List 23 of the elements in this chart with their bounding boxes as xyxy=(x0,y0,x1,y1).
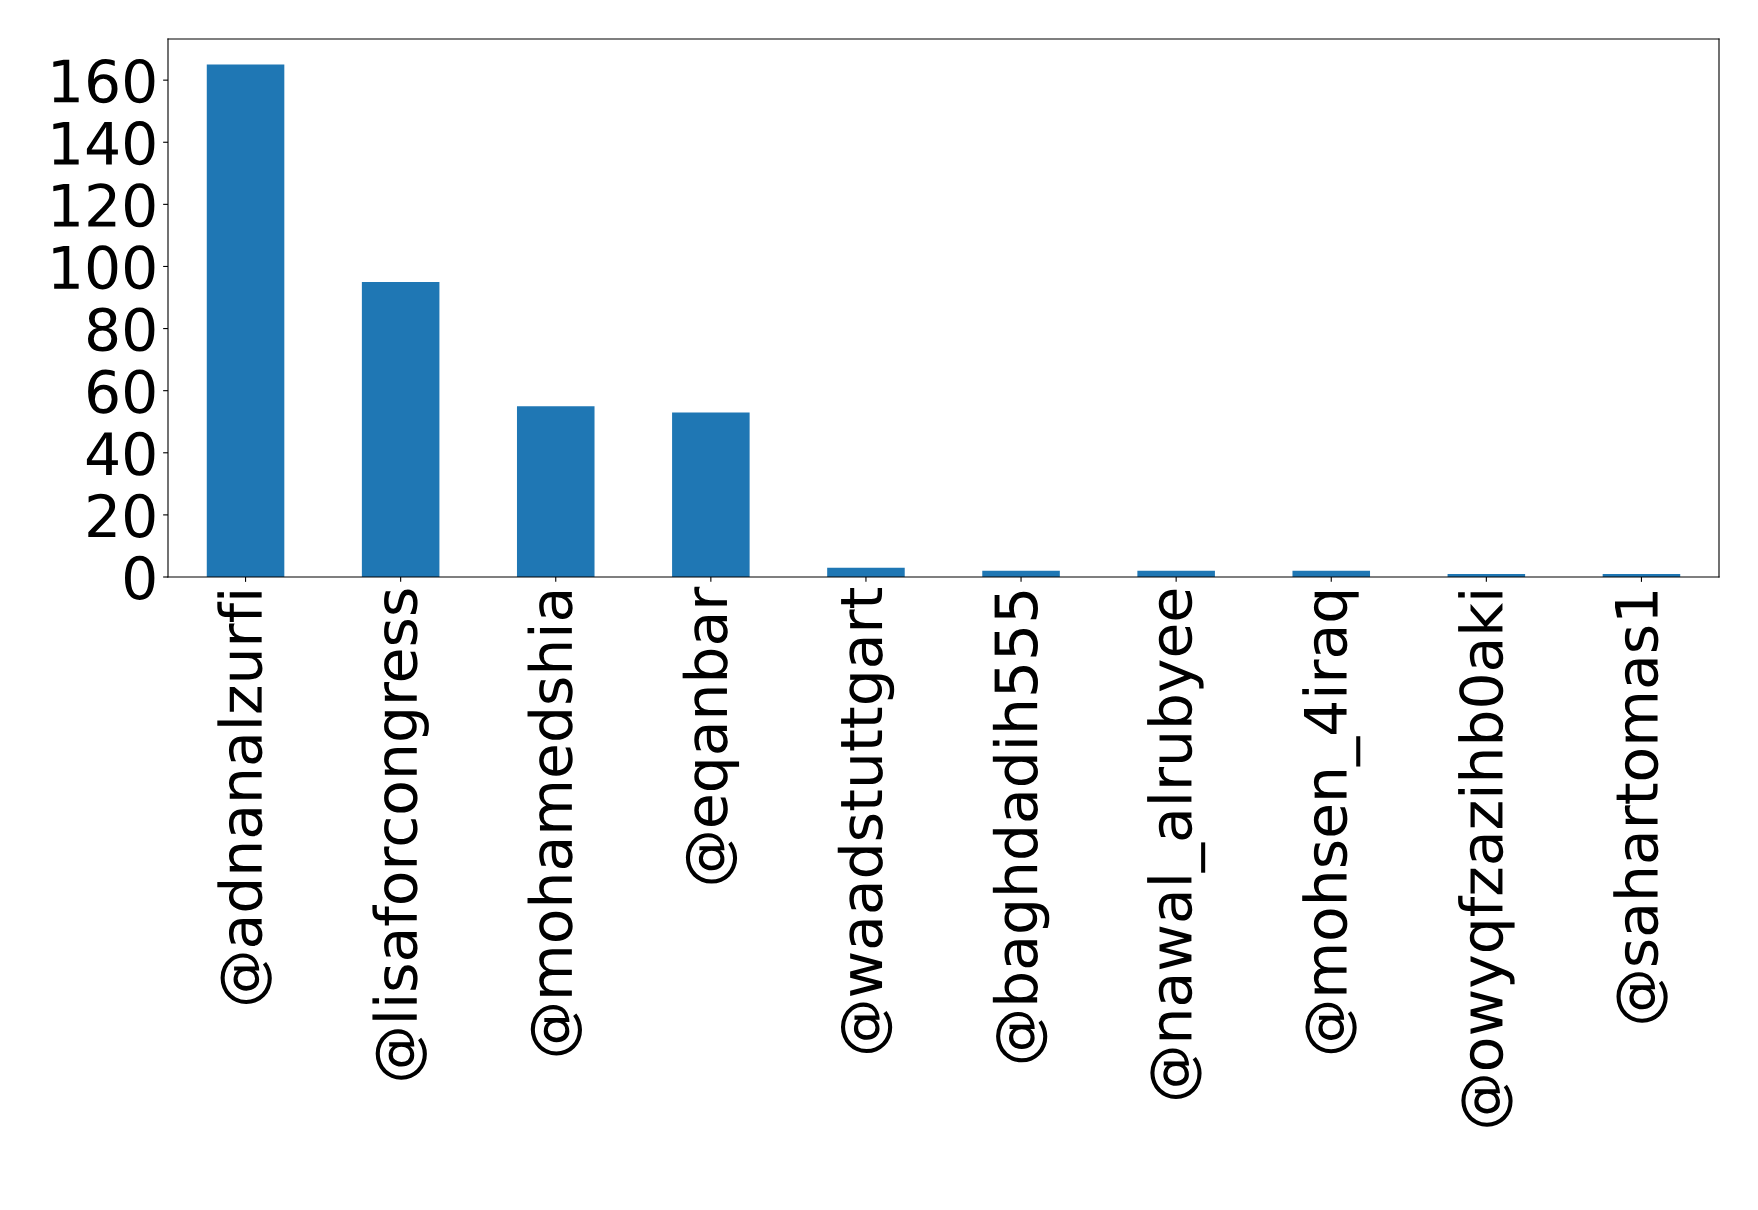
x-tick-label: @eqanbar xyxy=(682,586,740,884)
y-tick-label: 40 xyxy=(86,431,155,476)
y-tick-label: 80 xyxy=(88,307,155,352)
x-tick-label: @owyqfzazihb0aki xyxy=(1458,592,1515,1127)
x-tick-label: @mohsen_4iraq xyxy=(1302,592,1361,1054)
y-tick-label: 160 xyxy=(53,59,155,104)
y-tick-label: 20 xyxy=(88,493,155,538)
bar xyxy=(516,406,595,577)
y-tick-label: 100 xyxy=(53,245,155,290)
x-tick-label: @baghdadih555 xyxy=(992,591,1050,1063)
x-tick-label: @lisaforcongress xyxy=(372,589,429,1080)
bar xyxy=(206,64,285,577)
x-tick-label: @mohamedshia xyxy=(527,592,582,1056)
x-tick-label: @waadstuttgart xyxy=(837,588,895,1054)
bar xyxy=(672,412,750,577)
bar xyxy=(361,281,440,577)
y-tick-label: 140 xyxy=(53,121,155,166)
x-tick-label: @sahartomas1 xyxy=(1613,592,1668,1023)
y-tick-label: 60 xyxy=(88,369,155,414)
y-tick-label: 0 xyxy=(125,555,155,600)
x-tick-label: @adnanalzurfi xyxy=(217,592,272,1004)
x-tick-label: @nawal_alrubyee xyxy=(1147,589,1206,1099)
y-tick-label: 120 xyxy=(53,183,155,228)
